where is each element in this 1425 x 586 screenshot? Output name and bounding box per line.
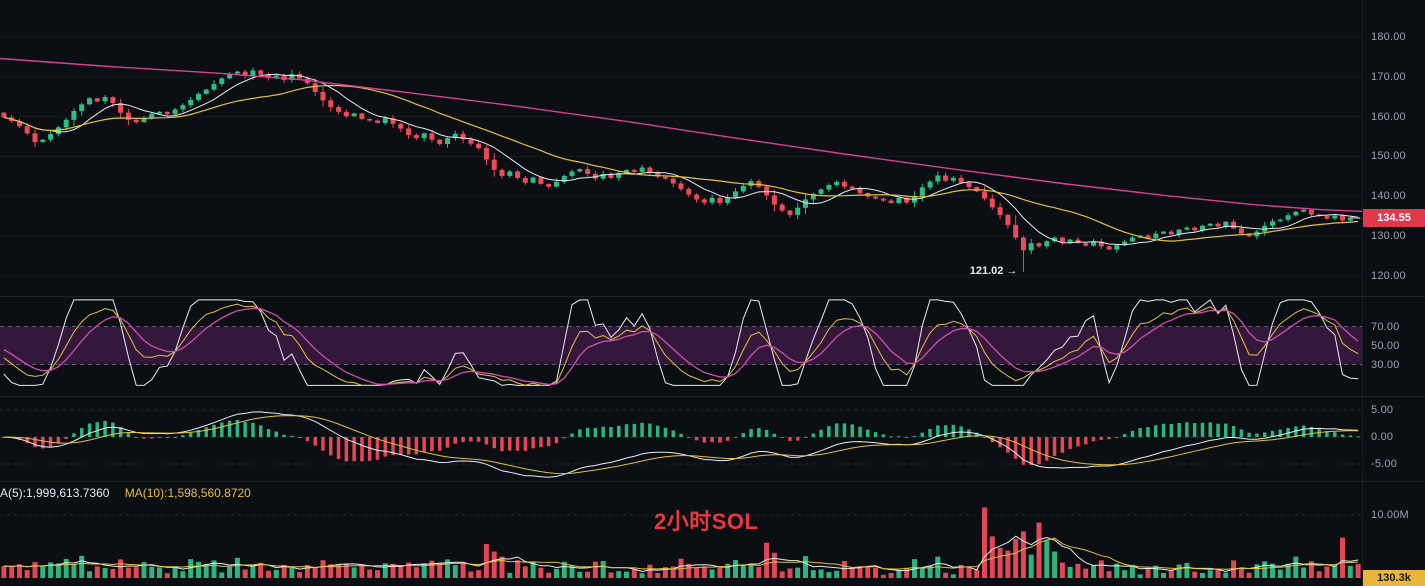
volume-ma10-label: MA(10):1,598,560.8720: [124, 486, 251, 500]
low-annotation: 121.02 →: [969, 264, 1018, 277]
symbol-watermark: 2小时SOL: [654, 509, 759, 534]
kdj-tick: 30.00: [1371, 359, 1400, 371]
price-tick: 160.00: [1371, 111, 1406, 123]
price-tick: 180.00: [1371, 31, 1406, 43]
macd-tick: 0.00: [1371, 431, 1394, 443]
volume-ma5-label: A(5):1,999,613.7360: [0, 486, 110, 500]
volume-ma-labels: A(5):1,999,613.7360 MA(10):1,598,560.872…: [0, 486, 251, 500]
macd-tick: -5.00: [1371, 458, 1398, 470]
price-tick: 140.00: [1371, 190, 1406, 202]
kdj-tick: 50.00: [1371, 340, 1400, 352]
price-tick: 170.00: [1371, 71, 1406, 83]
kdj-tick: 70.00: [1371, 321, 1400, 333]
price-tick: 150.00: [1371, 150, 1406, 162]
volume-tick: 10.00M: [1371, 509, 1409, 521]
last-price-badge: 134.55: [1363, 209, 1425, 227]
price-tick: 120.00: [1371, 270, 1406, 282]
last-volume-badge: 130.3k: [1363, 570, 1425, 586]
price-axis[interactable]: [1362, 0, 1425, 586]
macd-tick: 5.00: [1371, 404, 1394, 416]
price-tick: 130.00: [1371, 230, 1406, 242]
